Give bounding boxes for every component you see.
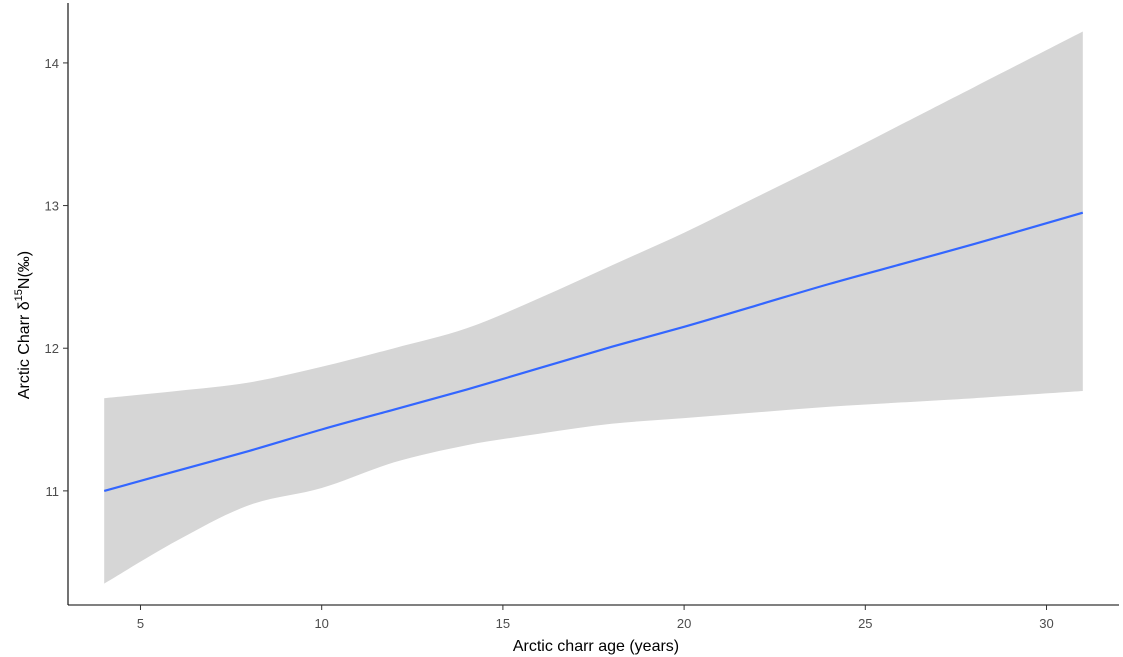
confidence-band-layer bbox=[104, 31, 1083, 584]
y-tick-label: 14 bbox=[45, 56, 59, 71]
y-axis-title-suffix: N(‰) bbox=[16, 251, 33, 289]
y-axis-title-prefix: Arctic Charr δ bbox=[16, 301, 33, 399]
y-axis-title-superscript: 15 bbox=[13, 289, 25, 301]
y-tick-label: 12 bbox=[45, 341, 59, 356]
y-axis-title: Arctic Charr δ15N(‰) bbox=[13, 251, 33, 399]
x-tick-label: 10 bbox=[314, 616, 328, 631]
axes bbox=[67, 3, 1119, 606]
ticks: 5 10 15 20 25 30 11 12 13 14 bbox=[45, 56, 1054, 631]
x-tick-label: 30 bbox=[1039, 616, 1053, 631]
y-tick-label: 11 bbox=[46, 484, 60, 499]
x-tick-label: 5 bbox=[137, 616, 144, 631]
x-tick-label: 20 bbox=[677, 616, 691, 631]
trend-line bbox=[103, 211, 1084, 492]
x-axis-title: Arctic charr age (years) bbox=[513, 638, 679, 655]
x-tick-label: 15 bbox=[496, 616, 510, 631]
trend-line-layer bbox=[103, 211, 1084, 492]
y-tick-label: 13 bbox=[45, 199, 59, 214]
confidence-band bbox=[104, 31, 1083, 584]
x-tick-label: 25 bbox=[858, 616, 872, 631]
